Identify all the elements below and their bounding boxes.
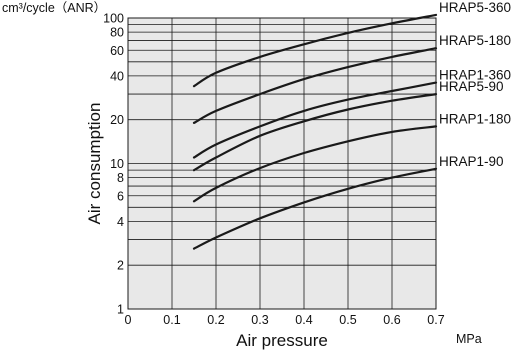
series-line: [192, 47, 438, 124]
x-axis-title: Air pressure: [236, 331, 328, 350]
x-unit-label: MPa: [456, 332, 482, 346]
y-tick-label: 100: [103, 12, 124, 26]
y-tick-label: 8: [117, 171, 124, 185]
y-tick-label: 60: [110, 44, 124, 58]
x-tick-label: 0.6: [383, 313, 400, 327]
grid-lines: [127, 17, 437, 310]
y-axis-title: Air consumption: [85, 103, 104, 225]
series-label: HRAP1-180: [439, 111, 511, 126]
x-tick-label: 0.1: [163, 313, 180, 327]
y-tick-label: 1: [117, 303, 124, 317]
y-tick-label: 40: [110, 69, 124, 83]
series-line: [192, 81, 438, 159]
y-tick-label: 20: [110, 113, 124, 127]
series-label: HRAP5-180: [439, 33, 511, 48]
series-label: HRAP5-360: [439, 0, 511, 15]
x-tick-label: 0.7: [427, 313, 444, 327]
series-line: [192, 93, 438, 172]
x-tick-label: 0.4: [295, 313, 312, 327]
x-tick-label: 0: [125, 313, 132, 327]
y-tick-label: 6: [117, 189, 124, 203]
x-tick-label: 0.5: [339, 313, 356, 327]
y-tick-label: 10: [110, 157, 124, 171]
series-label: HRAP1-90: [439, 154, 504, 169]
plot-frame: [127, 17, 437, 310]
y-tick-label: 2: [117, 259, 124, 273]
series-label: HRAP1-360: [439, 68, 511, 83]
y-tick-label: 80: [110, 26, 124, 40]
x-tick-label: 0.3: [251, 313, 268, 327]
x-tick-label: 0.2: [207, 313, 224, 327]
series-line: [192, 13, 438, 88]
series-line: [192, 125, 438, 203]
y-tick-label: 4: [117, 215, 124, 229]
series-label: HRAP5-90: [439, 79, 504, 94]
y-unit-label: cm³/cycle（ANR）: [2, 1, 106, 15]
series-line: [192, 167, 438, 250]
